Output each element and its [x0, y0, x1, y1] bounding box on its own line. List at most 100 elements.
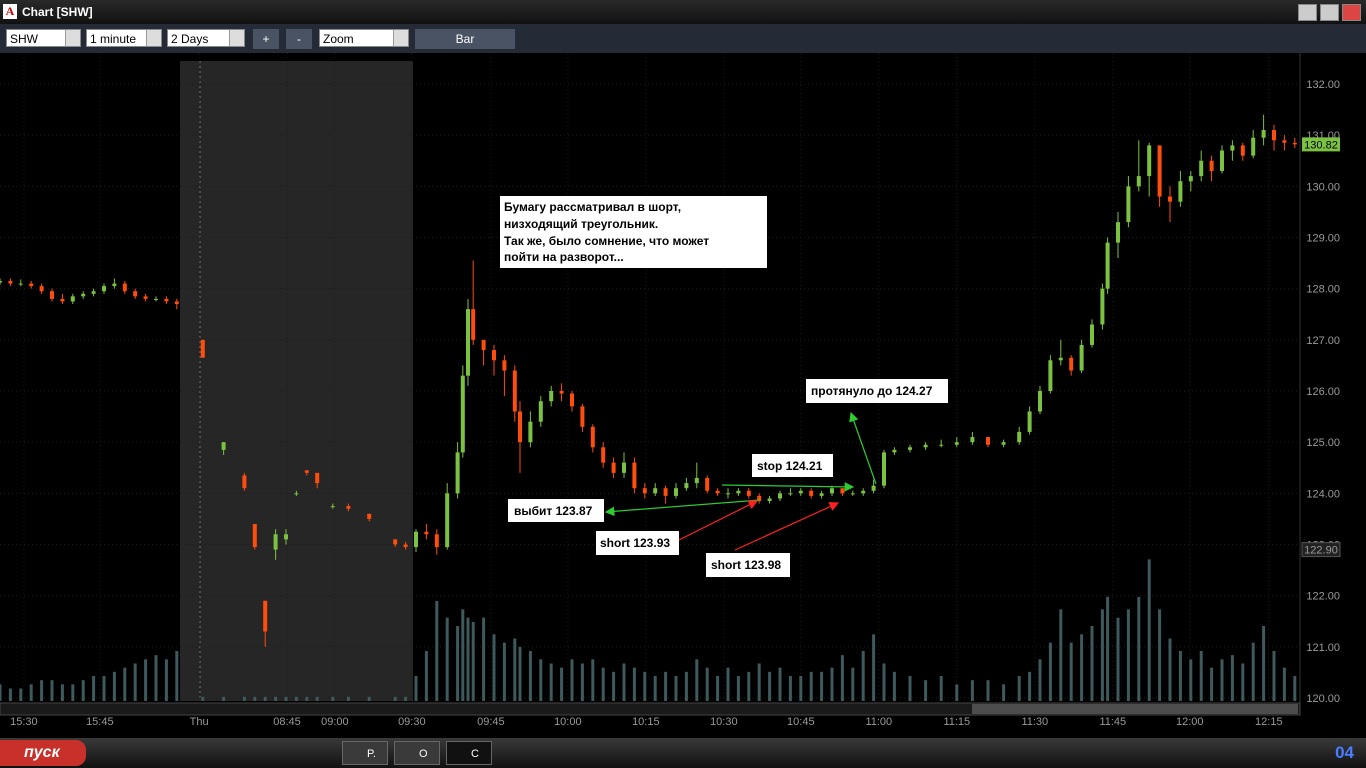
start-button[interactable]: пуск [0, 740, 86, 766]
candle-body [601, 447, 606, 463]
volume-bar [123, 667, 127, 701]
volume-bar [435, 601, 439, 701]
arrow [604, 499, 761, 517]
volume-bar [1137, 596, 1141, 701]
maximize-button[interactable] [1320, 4, 1339, 21]
candle-body [346, 506, 351, 509]
candle-body [1069, 357, 1074, 371]
candle-body [1017, 431, 1022, 443]
note-line: низходящий треугольник. [504, 217, 658, 231]
candle-body [1126, 186, 1131, 223]
annotations: Бумагу рассматривал в шорт, низходящий т… [500, 196, 948, 577]
candle-body [424, 531, 429, 535]
candle-body [1168, 196, 1172, 202]
task-button[interactable]: P. [342, 741, 388, 765]
zoom-out-button[interactable]: - [286, 29, 312, 49]
candle-body [611, 462, 616, 473]
volume-bar [549, 663, 553, 701]
candle-body [1240, 145, 1245, 156]
volume-bar [591, 659, 595, 701]
candle-body [174, 301, 179, 305]
volume-bar [466, 617, 470, 701]
y-tick-label: 124.00 [1306, 488, 1340, 500]
volume-bar [970, 680, 974, 701]
candle-body [674, 488, 678, 496]
zoom-in-button[interactable]: + [253, 29, 279, 49]
candle-body [1058, 357, 1063, 361]
candle-body [590, 426, 595, 448]
volume-bar [570, 659, 574, 701]
price-marker-label: 130.82 [1304, 139, 1338, 151]
note-line: пойти на разворот... [504, 250, 624, 264]
zoom-select[interactable]: Zoom [319, 29, 409, 47]
label-box [508, 499, 604, 522]
candle-body [580, 406, 585, 427]
scroll-thumb[interactable] [972, 704, 1298, 714]
x-tick-label: 11:45 [1099, 716, 1126, 728]
note-box [500, 196, 767, 268]
candle-body [1038, 391, 1042, 412]
volume-bar [81, 680, 85, 701]
candle-body [0, 280, 2, 283]
minimize-button[interactable] [1298, 4, 1317, 21]
symbol-select[interactable]: SHW [6, 29, 81, 47]
price-marker [1301, 542, 1341, 558]
candle-body [294, 493, 299, 495]
candle-body [1027, 411, 1032, 432]
candle-body [39, 286, 44, 292]
volume-bar [788, 676, 792, 701]
candle-body [798, 490, 803, 494]
volume-bar [924, 680, 928, 701]
volume-bar [840, 655, 844, 701]
y-tick-label: 121.00 [1306, 642, 1340, 654]
candle-body [1199, 160, 1204, 177]
volume-bar [851, 667, 855, 701]
candle-body [850, 493, 855, 495]
volume-bar [684, 671, 688, 701]
candle-body [143, 296, 148, 299]
volume-bar [622, 663, 626, 701]
volume-bar [164, 659, 168, 701]
volume-bar [424, 651, 428, 701]
volume-bar [768, 671, 772, 701]
task-button[interactable]: O [394, 741, 440, 765]
volume-bar [747, 671, 751, 701]
candle-body [819, 493, 824, 496]
volume-bar [518, 646, 522, 701]
volume-bar [664, 671, 668, 701]
interval-select[interactable]: 1 minute [86, 29, 162, 47]
candle-body [632, 462, 637, 489]
volume-bar [799, 676, 803, 701]
volume-bar [528, 651, 532, 701]
close-button[interactable] [1342, 4, 1361, 21]
volume-bar [560, 667, 564, 701]
style-button[interactable]: Bar [415, 29, 515, 49]
candle-body [705, 477, 710, 491]
volume-bar [404, 696, 408, 701]
candle-body [1136, 176, 1141, 187]
clock: 04 [1335, 743, 1354, 762]
candle-body [133, 291, 138, 297]
volume-bar [1189, 659, 1193, 701]
candle-body [8, 280, 13, 284]
candle-body [330, 506, 335, 508]
task-button[interactable]: C [446, 741, 492, 765]
volume-bar [1028, 671, 1032, 701]
candle-body [1178, 181, 1183, 202]
arrow [721, 482, 855, 492]
volume-bar [456, 626, 460, 701]
y-tick-label: 122.00 [1306, 591, 1340, 603]
candle-body [809, 490, 814, 496]
x-tick-label: Thu [190, 716, 209, 728]
volume-bar [1038, 659, 1042, 701]
volume-bar [1002, 684, 1006, 701]
volume-bar [263, 696, 267, 701]
range-select[interactable]: 2 Days [167, 29, 245, 47]
app-icon: A [3, 4, 17, 19]
volume-bar [908, 676, 912, 701]
candle-body [60, 298, 65, 302]
arrow [678, 500, 759, 541]
y-tick-label: 120.00 [1306, 693, 1340, 705]
volume-bar [242, 696, 246, 701]
volume-bar [284, 696, 288, 701]
